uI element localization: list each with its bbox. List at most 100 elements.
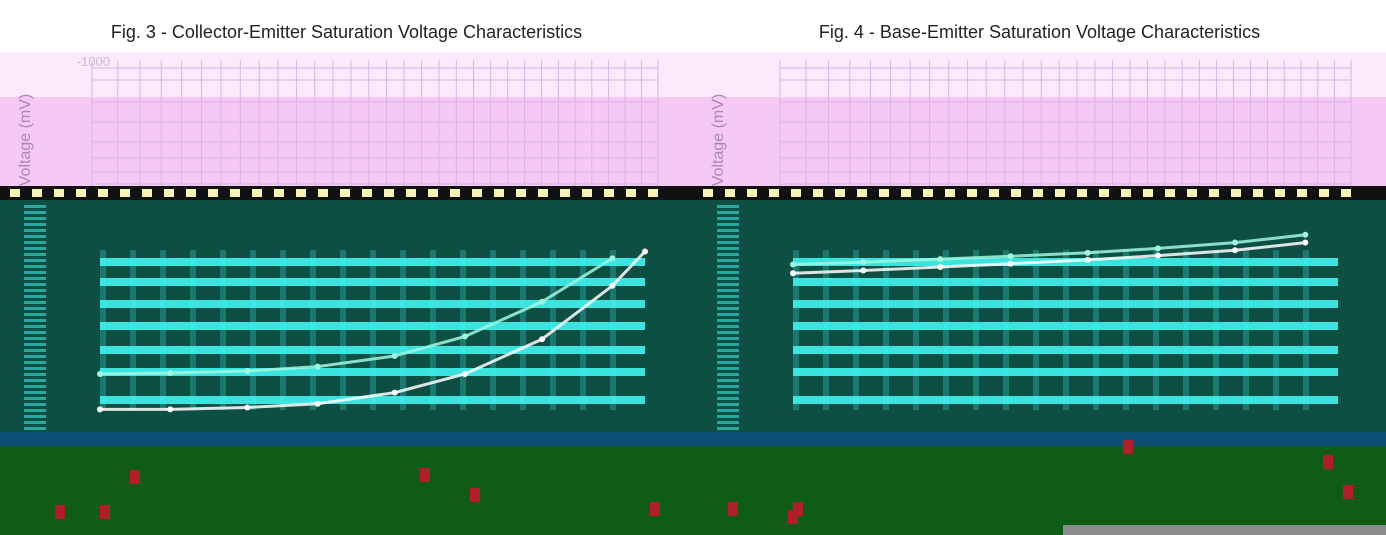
axis-hatch [717,409,739,412]
axis-hatch [717,421,739,424]
cyan-vgrid [1093,250,1099,410]
series-0-point [1154,252,1161,259]
stripe-block [1165,189,1175,197]
stripe-block [1341,189,1351,197]
axis-hatch [24,313,46,316]
stripe-block [340,189,350,197]
axis-hatch [717,217,739,220]
cyan-vgrid [220,250,226,410]
stripe-block [428,189,438,197]
stripe-block [10,189,20,197]
axis-hatch [717,325,739,328]
stripe-block [1121,189,1131,197]
axis-hatch [717,265,739,268]
stripe-block [989,189,999,197]
axis-hatch [717,385,739,388]
cyan-vgrid [913,250,919,410]
stripe-block [142,189,152,197]
axis-hatch [24,217,46,220]
axis-hatch [24,259,46,262]
figure-3: Fig. 3 - Collector-Emitter Saturation Vo… [0,22,693,535]
axis-hatch [717,271,739,274]
axis-hatch [24,421,46,424]
axis-hatch [24,289,46,292]
stripe-block [208,189,218,197]
stripe-block [582,189,592,197]
cyan-band [793,368,1338,376]
stripe-block [120,189,130,197]
stripe-block [1187,189,1197,197]
series-0-point [609,282,616,289]
stripe-block [1011,189,1021,197]
series-0-point [167,406,174,413]
cyan-band [100,278,645,286]
stripe-block [1253,189,1263,197]
stripe-block [604,189,614,197]
series-1-point [790,261,796,268]
axis-hatch [24,319,46,322]
axis-hatch [24,361,46,364]
series-1-point [314,363,321,370]
red-mark [650,502,660,516]
series-1-point [860,259,867,266]
figure-4-chart: Voltage (mV)-2000-1000 [693,52,1386,535]
axis-hatch [24,415,46,418]
series-1-point [609,255,616,262]
stripe-block [1209,189,1219,197]
axis-hatch [717,247,739,250]
cyan-band [793,300,1338,308]
series-0-point [391,389,398,396]
axis-hatch [24,343,46,346]
stripe-block [648,189,658,197]
cyan-vgrid [973,250,979,410]
axis-hatch [24,355,46,358]
cyan-vgrid [1003,250,1009,410]
series-1-line [99,257,614,376]
axis-hatch [717,301,739,304]
cyan-vgrid [1063,250,1069,410]
stripe-block [516,189,526,197]
stripe-block [879,189,889,197]
stripe-block [76,189,86,197]
series-1-point [1154,245,1161,252]
red-mark [1343,485,1353,499]
cyan-vgrid [250,250,256,410]
series-0-point [314,400,321,407]
stripe-block [967,189,977,197]
cyan-vgrid [1213,250,1219,410]
y-tick-label: -1000 [77,54,110,69]
red-mark [793,502,803,516]
series-1-point [244,367,251,374]
axis-hatch [717,361,739,364]
axis-hatch [24,403,46,406]
cyan-vgrid [1033,250,1039,410]
figure-3-title: Fig. 3 - Collector-Emitter Saturation Vo… [110,22,583,42]
stripe-block [274,189,284,197]
series-0-point [1302,239,1309,246]
cyan-vgrid [1123,250,1129,410]
axis-hatch [24,205,46,208]
stripe-block [1055,189,1065,197]
cyan-vgrid [370,250,376,410]
axis-hatch [717,253,739,256]
series-1-point [1302,231,1309,238]
axis-hatch [24,349,46,352]
axis-hatch [717,337,739,340]
stripe-block [472,189,482,197]
series-0-point [1232,247,1239,254]
series-1-point [539,298,546,305]
axis-hatch [717,367,739,370]
stripe-block [98,189,108,197]
cyan-vgrid [1273,250,1279,410]
axis-hatch [717,415,739,418]
cyan-vgrid [520,250,526,410]
stripe-block [835,189,845,197]
stripe-block [230,189,240,197]
cyan-vgrid [310,250,316,410]
axis-hatch [24,427,46,430]
axis-hatch [24,253,46,256]
axis-hatch [24,283,46,286]
axis-hatch [24,307,46,310]
axis-hatch [24,391,46,394]
stripe-block [769,189,779,197]
